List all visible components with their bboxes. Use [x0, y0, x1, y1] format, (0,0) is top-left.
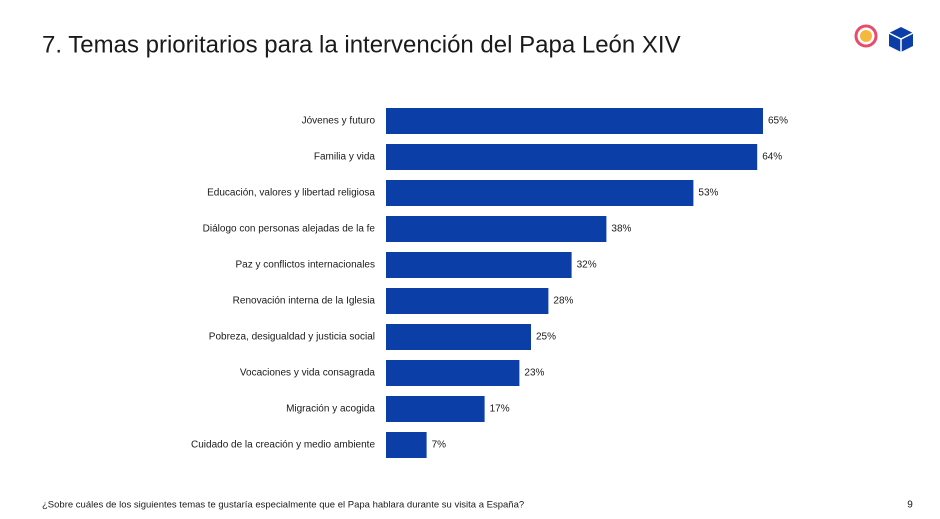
logo-dot: [860, 30, 872, 42]
bar: [386, 144, 758, 170]
bar: [386, 360, 520, 386]
category-label: Diálogo con personas alejadas de la fe: [203, 224, 376, 235]
category-label: Familia y vida: [314, 152, 376, 163]
bar: [386, 180, 694, 206]
category-label: Educación, valores y libertad religiosa: [207, 188, 375, 199]
value-label: 53%: [698, 188, 718, 199]
bar: [386, 324, 531, 350]
category-label: Jóvenes y futuro: [302, 116, 376, 127]
value-label: 17%: [490, 404, 510, 415]
bar: [386, 288, 549, 314]
category-label: Renovación interna de la Iglesia: [233, 296, 376, 307]
bar: [386, 252, 572, 278]
value-label: 38%: [611, 224, 631, 235]
bar: [386, 216, 607, 242]
logo-group: [854, 24, 914, 52]
bar: [386, 108, 763, 134]
value-label: 65%: [768, 116, 788, 127]
value-label: 23%: [524, 368, 544, 379]
slide-title: 7. Temas prioritarios para la intervenci…: [42, 31, 681, 58]
bar: [386, 396, 485, 422]
category-label: Cuidado de la creación y medio ambiente: [191, 440, 375, 451]
category-label: Migración y acogida: [286, 404, 375, 415]
footer-question: ¿Sobre cuáles de los siguientes temas te…: [42, 500, 524, 511]
bar: [386, 432, 427, 458]
category-label: Vocaciones y vida consagrada: [240, 368, 376, 379]
value-label: 28%: [553, 296, 573, 307]
value-label: 25%: [536, 332, 556, 343]
value-label: 64%: [762, 152, 782, 163]
page-number: 9: [907, 500, 913, 511]
category-label: Paz y conflictos internacionales: [235, 260, 375, 271]
value-label: 7%: [432, 440, 447, 451]
value-label: 32%: [577, 260, 597, 271]
logo-ring: [854, 24, 878, 48]
category-label: Pobreza, desigualdad y justicia social: [209, 332, 375, 343]
